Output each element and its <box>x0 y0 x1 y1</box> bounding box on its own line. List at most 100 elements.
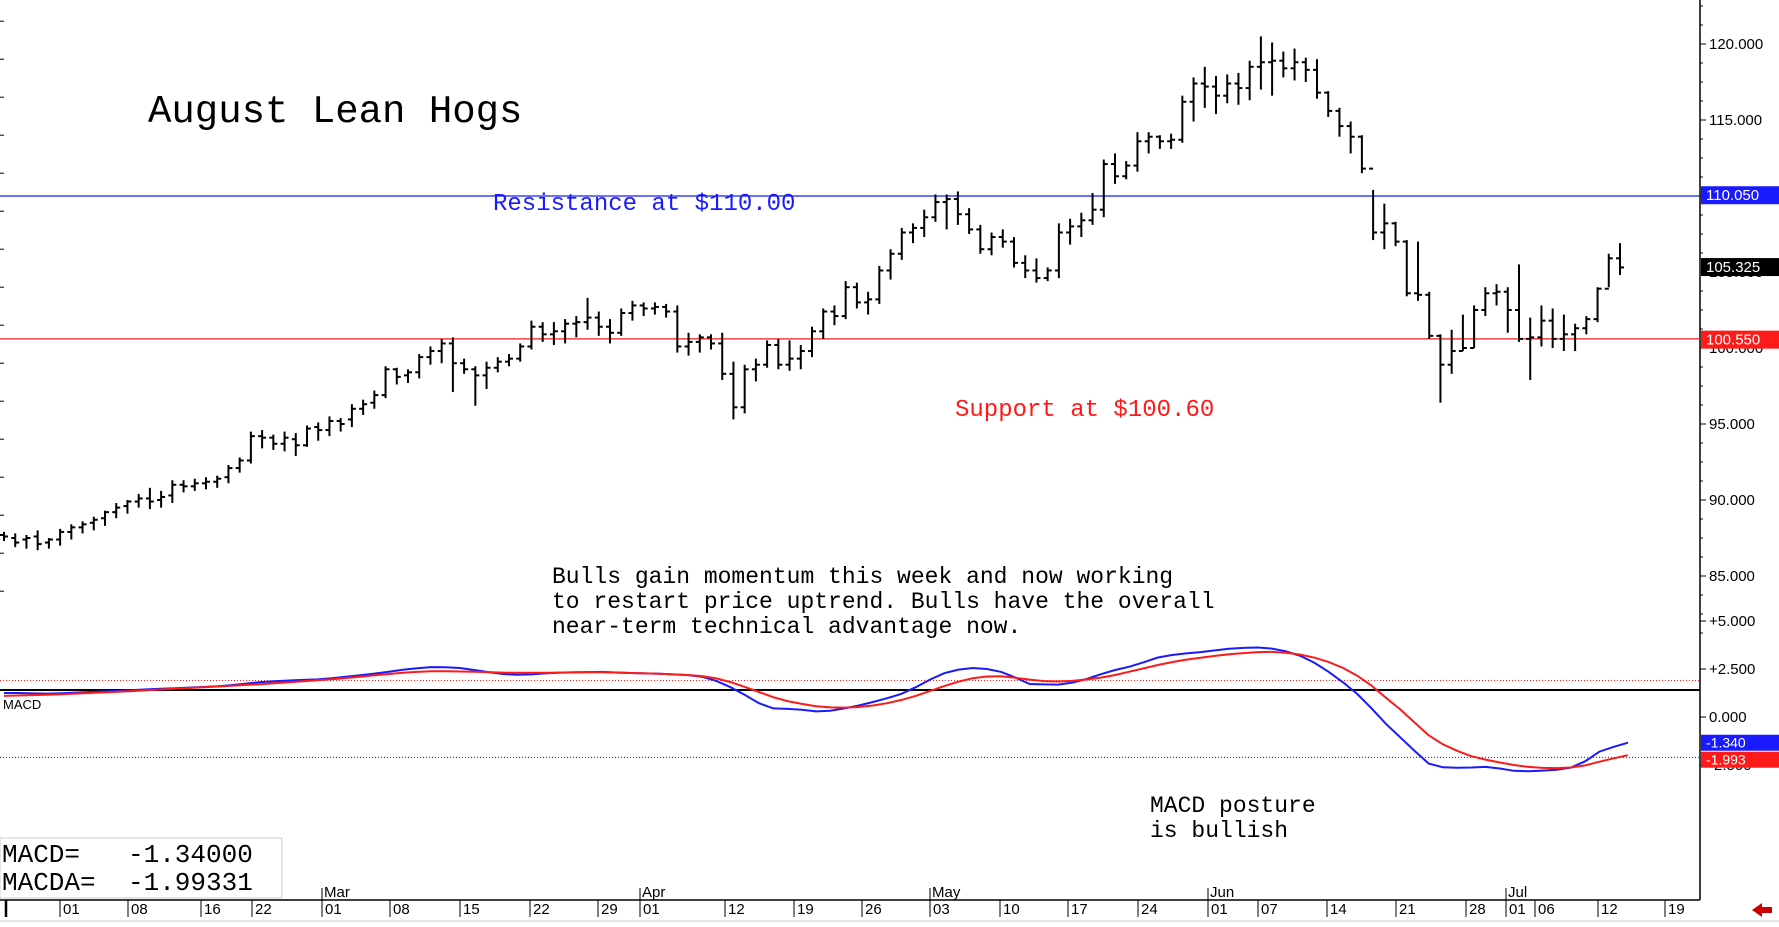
price-y-tick-label: 95.000 <box>1709 416 1755 433</box>
ohlc-bar <box>246 431 255 464</box>
ohlc-bar <box>1144 132 1153 154</box>
ohlc-bar <box>1043 267 1052 282</box>
price-y-tick-label: 85.000 <box>1709 568 1755 585</box>
ohlc-bar <box>415 354 424 379</box>
ohlc-bar <box>101 510 109 526</box>
ohlc-bar <box>1447 329 1456 374</box>
ohlc-bar <box>583 297 592 330</box>
x-tick-label: 17 <box>1071 901 1088 918</box>
macd-y-tick-label: 0.000 <box>1709 709 1747 726</box>
month-label: Jul <box>1508 884 1527 901</box>
price-tag-box <box>1701 258 1779 277</box>
back-arrow-icon[interactable] <box>1752 903 1772 917</box>
ohlc-bar <box>482 361 491 390</box>
price-tag-label: 110.050 <box>1706 187 1759 204</box>
ohlc-bar <box>1470 305 1479 349</box>
macda-readout-label: MACDA= <box>2 868 96 898</box>
ohlc-bar <box>1268 42 1277 96</box>
ohlc-bar <box>1369 167 1378 241</box>
ohlc-bar <box>392 367 401 385</box>
macd-y-tick-label: +5.000 <box>1709 613 1755 630</box>
ohlc-bar <box>1200 66 1209 108</box>
x-tick-label: 22 <box>533 901 550 918</box>
ohlc-bar <box>1279 51 1288 78</box>
ohlc-bar <box>841 281 850 320</box>
x-tick-label: 01 <box>63 901 80 918</box>
ohlc-bar <box>1425 291 1434 339</box>
ohlc-bar <box>258 430 267 449</box>
ohlc-bar <box>325 416 334 437</box>
ohlc-bar <box>44 538 53 549</box>
price-tag-label: 100.550 <box>1706 332 1760 349</box>
ohlc-bar <box>987 232 996 256</box>
ohlc-bar <box>909 223 917 244</box>
ohlc-bar <box>998 229 1007 248</box>
ohlc-bar <box>1414 241 1422 301</box>
ohlc-bar <box>336 417 345 432</box>
ohlc-bar <box>157 490 166 508</box>
ohlc-bar <box>875 265 884 304</box>
ohlc-bar <box>594 311 603 336</box>
ohlc-bar <box>1616 243 1624 276</box>
ohlc-bar <box>729 361 738 420</box>
ohlc-bar <box>404 369 412 383</box>
ohlc-bar <box>1537 305 1546 347</box>
x-tick-label: 26 <box>865 901 882 918</box>
macd-readout-box <box>0 837 283 899</box>
ohlc-bar <box>437 338 446 364</box>
x-tick-label: 10 <box>1003 901 1020 918</box>
x-tick-label: 03 <box>933 901 950 918</box>
ohlc-bar <box>56 528 65 546</box>
commentary-line-2: to restart price uptrend. Bulls have the… <box>552 589 1215 615</box>
ohlc-bar <box>751 358 760 382</box>
ohlc-bar <box>942 194 951 230</box>
ohlc-bar <box>1503 287 1512 333</box>
ohlc-bar <box>291 433 300 456</box>
ohlc-bar <box>763 340 772 368</box>
macd-panel-label: MACD <box>3 697 41 712</box>
ohlc-bar <box>684 332 693 356</box>
ohlc-bar <box>852 282 861 309</box>
macd-series-line <box>3 650 1629 770</box>
ohlc-bar <box>1223 74 1232 104</box>
macd-readout-label: MACD= <box>2 840 80 870</box>
x-tick-label: 12 <box>1601 901 1618 918</box>
ohlc-bar <box>1189 77 1198 122</box>
ohlc-bar <box>67 524 76 540</box>
price-y-tick-label: 90.000 <box>1709 492 1755 509</box>
ohlc-bar <box>460 358 469 374</box>
ohlc-bar <box>112 503 121 519</box>
month-label: Mar <box>324 884 350 901</box>
ohlc-bar <box>695 334 704 353</box>
price-tags: 110.050 105.325 100.550 -1.340-1.993 <box>1701 186 1779 768</box>
ohlc-bar <box>1559 314 1568 352</box>
ohlc-bar <box>1492 284 1501 306</box>
ohlc-bar <box>224 465 233 484</box>
macd-comment-line-1: MACD posture <box>1150 793 1316 819</box>
ohlc-bar <box>1582 316 1591 335</box>
chart-title: August Lean Hogs <box>148 90 522 134</box>
ohlc-bar <box>11 533 20 548</box>
ohlc-bar <box>785 340 794 371</box>
ohlc-bar <box>1245 60 1254 101</box>
ohlc-bar <box>303 425 311 447</box>
ohlc-bar <box>740 364 749 414</box>
ohlc-bar <box>1290 48 1299 81</box>
x-tick-label: 08 <box>393 901 410 918</box>
ohlc-bar <box>673 305 682 353</box>
ohlc-bar <box>1481 287 1490 317</box>
macd-tag-label: -1.340 <box>1706 735 1746 751</box>
x-tick-label: 29 <box>601 901 618 918</box>
ohlc-bar <box>1133 132 1142 172</box>
ohlc-bar <box>1515 264 1523 342</box>
ohlc-bar <box>505 354 513 367</box>
ohlc-bar <box>1088 192 1097 225</box>
ohlc-bar <box>650 302 659 315</box>
ohlc-bar <box>1357 135 1366 174</box>
ohlc-bar <box>269 434 278 450</box>
ohlc-bar <box>1212 75 1220 114</box>
ohlc-bar <box>1346 121 1355 154</box>
ohlc-bar <box>1066 218 1075 245</box>
ohlc-bar <box>864 291 873 315</box>
macd-readout-value: -1.34000 <box>128 840 253 870</box>
